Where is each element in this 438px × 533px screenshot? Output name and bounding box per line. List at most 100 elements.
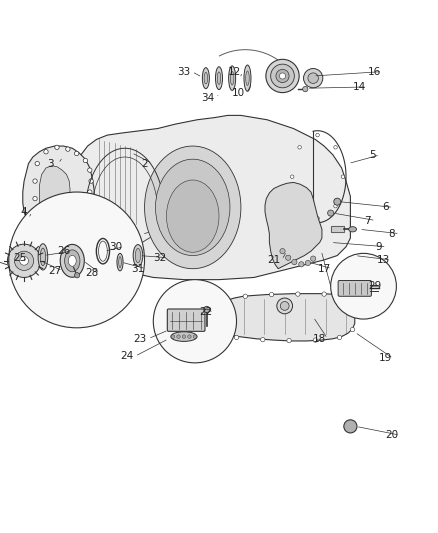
Circle shape (33, 197, 37, 201)
Circle shape (334, 198, 341, 205)
Ellipse shape (202, 68, 209, 88)
Ellipse shape (65, 250, 80, 272)
Circle shape (334, 146, 337, 149)
Text: 10: 10 (232, 88, 245, 99)
Circle shape (311, 256, 316, 261)
Text: 26: 26 (57, 246, 70, 256)
Ellipse shape (229, 66, 236, 91)
Circle shape (74, 230, 79, 235)
Circle shape (350, 327, 355, 332)
Circle shape (187, 335, 191, 338)
Ellipse shape (135, 248, 141, 263)
Circle shape (292, 260, 297, 265)
Circle shape (171, 335, 175, 338)
Circle shape (7, 244, 41, 278)
Ellipse shape (244, 65, 251, 91)
Circle shape (234, 335, 239, 340)
Ellipse shape (133, 245, 143, 266)
Circle shape (177, 335, 180, 338)
Circle shape (66, 235, 70, 239)
Circle shape (271, 64, 294, 88)
Circle shape (316, 216, 319, 220)
Circle shape (303, 86, 308, 92)
Text: 33: 33 (177, 67, 191, 77)
Text: 5: 5 (369, 150, 376, 160)
Circle shape (66, 147, 70, 151)
Ellipse shape (246, 71, 249, 85)
Circle shape (35, 161, 39, 166)
Circle shape (322, 292, 326, 296)
Circle shape (308, 73, 318, 84)
Polygon shape (331, 226, 344, 232)
Text: 4: 4 (21, 207, 28, 217)
Circle shape (344, 420, 357, 433)
Circle shape (316, 133, 319, 137)
Text: 3: 3 (47, 159, 54, 168)
Text: 20: 20 (385, 430, 399, 440)
Text: 18: 18 (313, 334, 326, 344)
Circle shape (290, 175, 294, 179)
Circle shape (14, 251, 34, 270)
Ellipse shape (230, 71, 234, 85)
Text: 13: 13 (377, 255, 390, 265)
Ellipse shape (145, 146, 241, 269)
FancyBboxPatch shape (338, 280, 371, 296)
Text: 27: 27 (48, 266, 61, 276)
Polygon shape (23, 146, 94, 240)
Polygon shape (265, 182, 322, 269)
Text: 24: 24 (120, 351, 134, 361)
Polygon shape (331, 226, 344, 232)
Circle shape (313, 338, 318, 342)
Circle shape (88, 168, 92, 172)
Circle shape (286, 255, 291, 260)
Circle shape (9, 192, 145, 328)
Circle shape (193, 335, 197, 338)
Circle shape (153, 280, 237, 363)
FancyBboxPatch shape (167, 309, 205, 332)
Circle shape (88, 190, 92, 194)
Circle shape (89, 179, 93, 183)
Text: 7: 7 (364, 215, 371, 225)
Circle shape (243, 294, 247, 298)
Circle shape (296, 292, 300, 296)
Ellipse shape (215, 67, 223, 90)
Circle shape (331, 253, 396, 319)
Circle shape (266, 59, 299, 93)
Ellipse shape (217, 72, 221, 84)
Text: 22: 22 (199, 308, 212, 318)
Circle shape (269, 292, 274, 297)
Circle shape (261, 337, 265, 342)
Circle shape (55, 145, 59, 150)
Circle shape (35, 214, 39, 219)
Circle shape (352, 308, 356, 312)
Circle shape (298, 146, 301, 149)
Ellipse shape (349, 227, 357, 232)
Ellipse shape (68, 255, 76, 266)
Text: 19: 19 (379, 353, 392, 364)
Circle shape (204, 306, 210, 312)
Polygon shape (212, 294, 355, 341)
Circle shape (337, 335, 342, 340)
Circle shape (280, 302, 289, 310)
Circle shape (23, 219, 32, 228)
Circle shape (44, 150, 48, 154)
Circle shape (287, 338, 291, 343)
Circle shape (215, 327, 219, 331)
Polygon shape (70, 115, 350, 280)
Text: 21: 21 (267, 255, 280, 265)
Circle shape (182, 335, 186, 338)
Text: 28: 28 (85, 268, 99, 278)
Ellipse shape (60, 245, 84, 277)
Circle shape (344, 293, 348, 297)
Text: 9: 9 (375, 242, 382, 252)
Text: 14: 14 (353, 82, 366, 92)
Text: 6: 6 (382, 203, 389, 212)
Circle shape (280, 248, 285, 254)
Text: 32: 32 (153, 253, 166, 263)
Text: 12: 12 (228, 67, 241, 77)
Circle shape (298, 204, 301, 208)
Circle shape (223, 297, 228, 302)
Circle shape (83, 158, 88, 163)
Ellipse shape (117, 253, 123, 271)
Text: 30: 30 (110, 242, 123, 252)
